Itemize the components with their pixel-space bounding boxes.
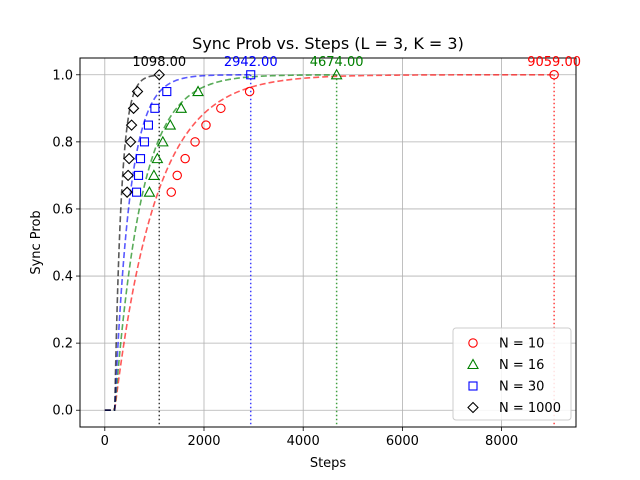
fit-curve-series-0 <box>104 73 555 412</box>
marker-series-3-point-1 <box>122 169 134 182</box>
marker-series-0-point-3 <box>190 137 200 147</box>
x-tick-label: 2000 <box>187 434 220 449</box>
legend-marker-series-2 <box>468 381 478 391</box>
legend-box <box>452 327 572 421</box>
y-tick-label: 1.0 <box>52 68 73 83</box>
marker-series-0-point-6 <box>244 86 255 97</box>
legend-marker-series-3 <box>467 401 479 414</box>
marker-series-1-point-0 <box>143 186 156 197</box>
y-tick-label: 0.4 <box>52 270 73 285</box>
marker-series-1-point-6 <box>192 85 204 97</box>
marker-series-3-point-7 <box>153 68 166 81</box>
y-axis-title: Sync Prob <box>29 210 44 274</box>
marker-series-1-point-2 <box>151 152 164 164</box>
marker-series-0-point-4 <box>201 120 211 130</box>
marker-series-3-point-3 <box>124 136 137 148</box>
marker-series-0-point-5 <box>216 103 226 114</box>
marker-series-1-point-7 <box>330 68 343 80</box>
final-step-annotation-series-2: 2942.00 <box>224 55 278 70</box>
marker-series-3-point-5 <box>127 102 140 115</box>
fit-curves <box>104 73 555 412</box>
x-tick-label: 6000 <box>386 434 419 449</box>
x-tick-label: 4000 <box>287 434 320 449</box>
legend-label-series-3: N = 1000 <box>499 401 561 416</box>
y-tick-label: 0.6 <box>52 202 73 217</box>
final-step-annotation-series-0: 9059.00 <box>527 55 581 70</box>
fit-curve-series-3 <box>104 74 160 412</box>
marker-series-0-point-2 <box>180 153 190 164</box>
marker-series-1-point-1 <box>147 169 160 180</box>
fit-curve-series-1 <box>104 74 337 412</box>
marker-series-2-point-4 <box>143 120 153 130</box>
final-step-annotations: 9059.00 4674.00 2942.00 1098.00 <box>132 55 581 70</box>
marker-series-3-point-0 <box>121 186 133 198</box>
final-step-annotation-series-1: 4674.00 <box>310 55 364 70</box>
fit-curve-series-2 <box>104 74 251 412</box>
marker-series-2-point-5 <box>150 103 160 113</box>
legend-label-series-0: N = 10 <box>499 337 544 352</box>
marker-series-2-point-3 <box>139 137 150 147</box>
marker-series-1-point-3 <box>156 135 169 147</box>
marker-series-1-point-5 <box>175 102 188 113</box>
data-markers <box>121 68 559 198</box>
marker-series-0-point-1 <box>172 170 182 181</box>
x-tick-label: 8000 <box>485 434 518 449</box>
legend-marker-series-1 <box>467 358 479 370</box>
y-tick-label: 0.2 <box>52 337 73 352</box>
axis-ticks: 0 2000 4000 6000 8000 0.0 0.2 0.4 0.6 0.8 1.0 <box>52 68 518 449</box>
marker-series-2-point-7 <box>246 70 256 80</box>
marker-series-1-point-4 <box>164 118 177 130</box>
legend-marker-series-0 <box>468 338 478 348</box>
marker-series-0-point-7 <box>549 70 559 80</box>
marker-series-2-point-2 <box>135 154 146 164</box>
final-step-lines <box>158 74 555 427</box>
legend-label-series-2: N = 30 <box>499 380 544 395</box>
chart-title: Sync Prob vs. Steps (L = 3, K = 3) <box>192 34 464 53</box>
legend: N = 10 N = 16 N = 30 N = 1000 <box>452 327 572 421</box>
marker-series-2-point-1 <box>133 170 144 180</box>
x-axis-title: Steps <box>310 456 347 471</box>
x-tick-label: 0 <box>101 434 109 449</box>
y-tick-label: 0.8 <box>52 135 73 150</box>
marker-series-2-point-6 <box>162 86 172 97</box>
y-tick-label: 0.0 <box>52 404 73 419</box>
marker-series-3-point-4 <box>125 119 138 131</box>
marker-series-3-point-6 <box>131 85 144 98</box>
marker-series-3-point-2 <box>123 152 135 165</box>
marker-series-0-point-0 <box>166 187 177 197</box>
legend-label-series-1: N = 16 <box>499 358 544 373</box>
final-step-annotation-series-3: 1098.00 <box>132 55 186 70</box>
plot-frame <box>79 57 577 428</box>
